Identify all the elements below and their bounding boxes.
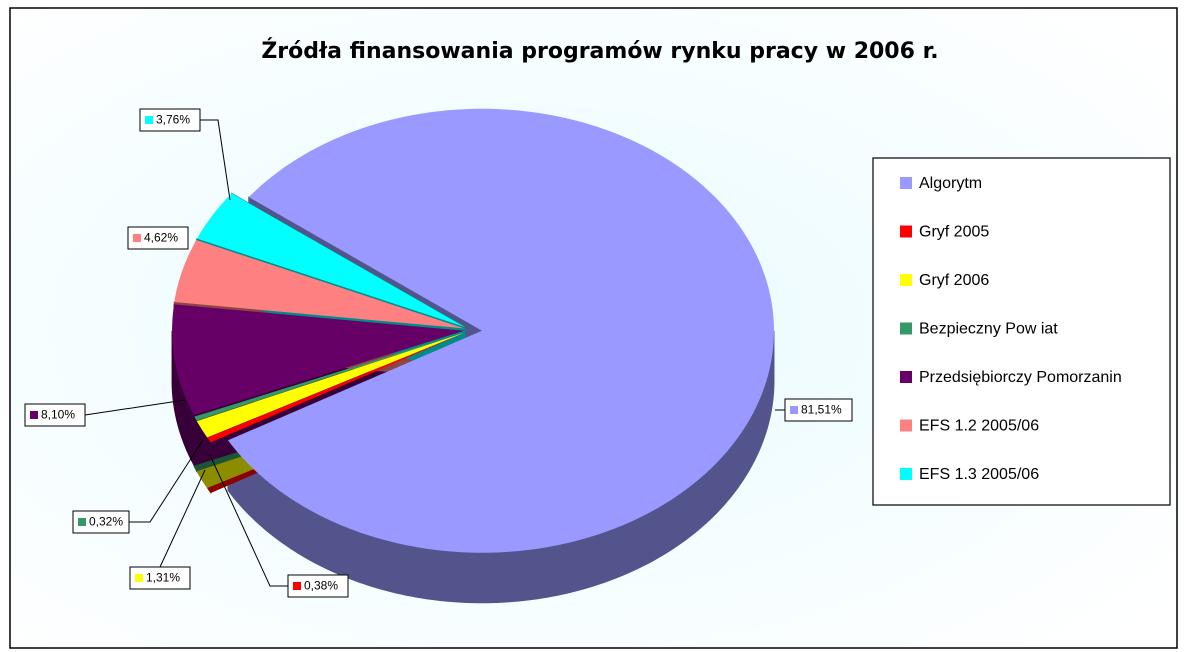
chart-title: Źródła finansowania programów rynku prac… xyxy=(261,38,938,64)
label-swatch xyxy=(145,116,153,124)
legend-label: Gryf 2006 xyxy=(919,272,989,289)
label-box xyxy=(287,574,349,598)
legend-label: EFS 1.3 2005/06 xyxy=(919,466,1039,483)
legend-swatch xyxy=(900,468,912,480)
legend-swatch xyxy=(900,419,912,432)
label-swatch xyxy=(135,574,143,582)
legend-swatch xyxy=(900,274,912,286)
label-swatch xyxy=(78,518,86,526)
data-label: 3,76% xyxy=(156,113,190,127)
label-box xyxy=(72,510,130,534)
label-swatch xyxy=(293,582,301,590)
legend-swatch xyxy=(900,177,912,189)
leader-line xyxy=(127,439,204,523)
data-label: 1,31% xyxy=(146,571,180,585)
label-box xyxy=(24,403,86,427)
leader-line xyxy=(200,119,231,201)
legend-label: EFS 1.2 2005/06 xyxy=(919,418,1039,435)
leader-line xyxy=(159,469,206,568)
legend-label: Algorytm xyxy=(919,175,982,192)
label-swatch xyxy=(30,411,38,419)
data-label: 8,10% xyxy=(41,408,75,422)
leader-line xyxy=(209,454,288,587)
slice xyxy=(174,240,465,329)
slice xyxy=(194,332,465,421)
legend-label: Bezpieczny Pow iat xyxy=(919,321,1058,338)
data-labels: 81,51% 0,38% 1,31% 0,32% 8,10% 4,62% 3,76% xyxy=(24,108,853,598)
legend-swatch xyxy=(900,225,912,238)
data-label: 4,62% xyxy=(144,231,178,245)
label-box xyxy=(127,226,189,250)
label-box xyxy=(129,566,191,590)
legend: Algorytm Gryf 2005 Gryf 2006 Bezpieczny Pow… xyxy=(900,175,1122,483)
data-label: 0,38% xyxy=(304,579,338,593)
label-box xyxy=(784,398,853,422)
slice xyxy=(207,332,465,443)
legend-swatch xyxy=(900,371,912,383)
legend-box xyxy=(872,157,1171,506)
slice xyxy=(196,332,465,438)
slice xyxy=(196,193,465,327)
pie xyxy=(171,108,775,604)
data-label: 0,32% xyxy=(89,515,123,529)
label-box xyxy=(139,108,201,132)
slice xyxy=(172,304,465,416)
label-swatch xyxy=(133,234,141,242)
label-swatch xyxy=(790,406,798,414)
data-label: 81,51% xyxy=(801,403,842,417)
legend-label: Gryf 2005 xyxy=(919,224,989,241)
slice xyxy=(227,108,774,553)
leader-line xyxy=(84,399,186,416)
legend-label: Przedsiębiorczy Pomorzanin xyxy=(919,369,1122,386)
legend-swatch xyxy=(900,322,912,335)
